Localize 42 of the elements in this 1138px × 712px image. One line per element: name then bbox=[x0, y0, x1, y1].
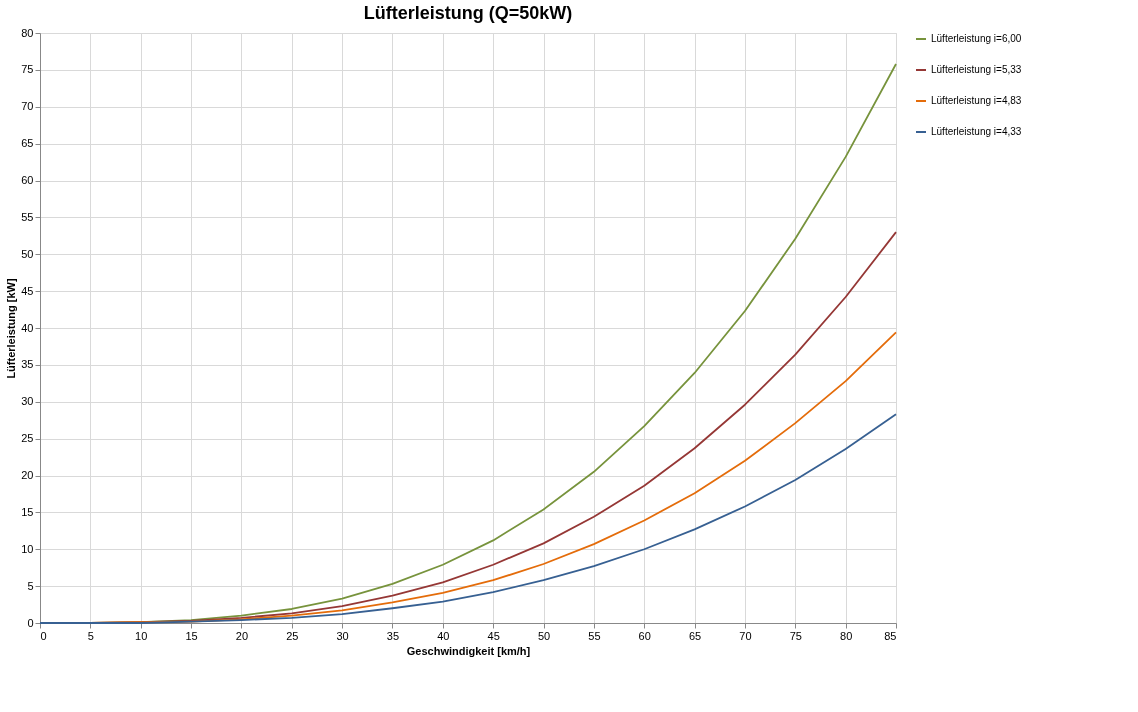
x-tick-label: 65 bbox=[688, 629, 702, 642]
x-tick-label: 5 bbox=[87, 629, 94, 642]
y-tick-label: 65 bbox=[21, 137, 34, 150]
x-tick-label: 10 bbox=[135, 629, 148, 642]
x-tick-label: 60 bbox=[638, 629, 651, 642]
y-tick-label: 55 bbox=[21, 210, 34, 223]
x-tick-label: 80 bbox=[840, 629, 853, 642]
y-tick-label: 5 bbox=[27, 579, 34, 592]
x-tick-label: 40 bbox=[437, 629, 450, 642]
y-tick-label: 75 bbox=[21, 63, 34, 76]
y-tick-label: 35 bbox=[21, 358, 34, 371]
x-tick-label: 30 bbox=[336, 629, 349, 642]
x-tick-label: 70 bbox=[739, 629, 752, 642]
y-tick-label: 25 bbox=[21, 432, 34, 445]
chart-title: Lüfterleistung (Q=50kW) bbox=[363, 3, 573, 23]
legend-label: Lüfterleistung i=4,33 bbox=[931, 126, 1022, 137]
y-tick-label: 10 bbox=[21, 542, 34, 555]
x-tick-label: 35 bbox=[386, 629, 400, 642]
y-tick-label: 45 bbox=[21, 284, 34, 297]
x-tick-label: 45 bbox=[487, 629, 500, 642]
x-tick-label: 0 bbox=[40, 629, 47, 642]
y-tick-label: 50 bbox=[21, 247, 34, 260]
y-tick-label: 70 bbox=[21, 100, 34, 113]
x-tick-label: 85 bbox=[884, 629, 897, 642]
y-tick-label: 0 bbox=[27, 616, 34, 629]
x-axis-title: Geschwindigkeit [km/h] bbox=[406, 644, 531, 657]
y-tick-label: 30 bbox=[21, 395, 34, 408]
legend-label: Lüfterleistung i=4,83 bbox=[931, 95, 1022, 106]
y-tick-label: 80 bbox=[21, 26, 34, 39]
x-tick-label: 15 bbox=[185, 629, 198, 642]
legend-label: Lüfterleistung i=6,00 bbox=[931, 33, 1022, 44]
y-tick-label: 20 bbox=[21, 469, 34, 481]
y-tick-label: 15 bbox=[21, 505, 34, 518]
x-tick-label: 50 bbox=[537, 629, 551, 642]
x-tick-label: 25 bbox=[286, 629, 299, 642]
legend-label: Lüfterleistung i=5,33 bbox=[931, 64, 1022, 75]
y-tick-label: 60 bbox=[21, 174, 34, 186]
y-tick-label: 40 bbox=[21, 321, 34, 334]
x-tick-label: 20 bbox=[235, 629, 249, 642]
y-axis-title: Lüfterleistung [kW] bbox=[5, 278, 18, 379]
x-tick-label: 75 bbox=[789, 629, 802, 642]
x-tick-label: 55 bbox=[588, 629, 601, 642]
